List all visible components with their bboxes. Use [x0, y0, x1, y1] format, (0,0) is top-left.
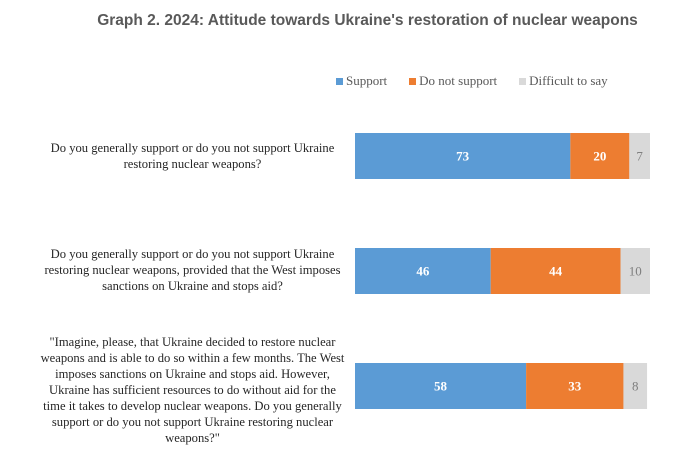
data-label: 7 — [636, 149, 643, 164]
bar-difficult-to-say-2 — [620, 248, 650, 294]
category-label-3: "Imagine, please, that Ukraine decided t… — [40, 335, 345, 445]
bar-do-not-support-2 — [490, 248, 621, 294]
data-label: 58 — [434, 379, 448, 394]
data-label: 33 — [568, 379, 582, 394]
data-label: 8 — [632, 379, 639, 394]
bar-do-not-support-3 — [526, 363, 624, 409]
bar-difficult-to-say-3 — [623, 363, 648, 409]
bar-support-2 — [355, 248, 491, 294]
legend-item-difficult: Difficult to say — [519, 73, 608, 89]
category-label-2: Do you generally support or do you not s… — [44, 247, 341, 293]
legend-swatch — [519, 77, 527, 85]
bar-difficult-to-say-1 — [629, 133, 650, 179]
legend-swatch — [409, 77, 417, 85]
legend-swatch — [336, 77, 343, 85]
chart-title: Graph 2. 2024: Attitude towards Ukraine'… — [97, 12, 638, 29]
legend-item-support: Support — [336, 73, 387, 89]
data-label: 20 — [593, 149, 606, 164]
category-label-1: Do you generally support or do you not s… — [50, 141, 335, 171]
legend-label: Difficult to say — [529, 73, 608, 88]
bar-do-not-support-1 — [570, 133, 630, 179]
data-label: 44 — [549, 264, 563, 279]
bar-support-3 — [355, 363, 527, 409]
data-label: 73 — [456, 149, 470, 164]
legend-label: Support — [346, 73, 388, 88]
legend-item-do-not-support: Do not support — [409, 73, 497, 89]
legend-label: Do not support — [419, 73, 498, 88]
data-label: 10 — [629, 264, 642, 279]
data-label: 46 — [416, 264, 430, 279]
legend: Support Do not support Difficult to say — [336, 73, 630, 89]
bar-support-1 — [355, 133, 571, 179]
